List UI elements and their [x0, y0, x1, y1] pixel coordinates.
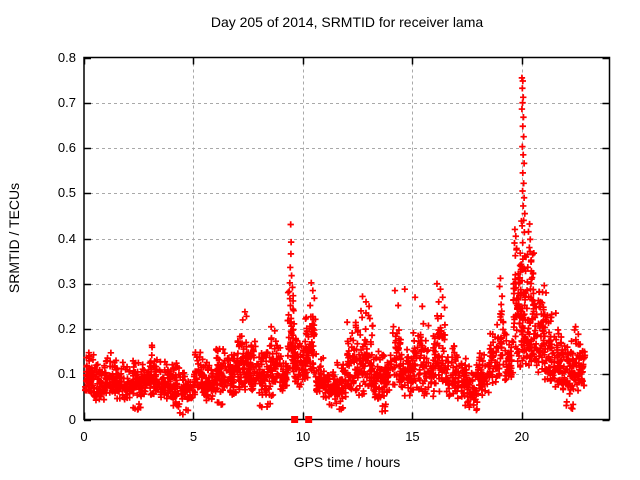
x-axis-label: GPS time / hours [293, 454, 401, 470]
y-tick-label: 0.7 [57, 94, 76, 110]
x-tick-label: 10 [295, 429, 311, 444]
chart-title: Day 205 of 2014, SRMTID for receiver lam… [210, 14, 484, 30]
y-tick-label: 0.6 [57, 140, 76, 155]
x-tick-label: 5 [189, 429, 198, 444]
x-tick-label: 0 [80, 429, 88, 444]
y-tick-label: 0.2 [57, 321, 76, 336]
y-tick-label: 0.5 [57, 185, 76, 201]
x-tick-label: 15 [405, 429, 420, 444]
y-tick-label: 0 [68, 411, 76, 427]
x-tick-label: 20 [514, 429, 530, 444]
y-axis-label: SRMTID / TECUs [6, 182, 22, 294]
y-tick-label: 0.1 [57, 366, 76, 382]
y-tick-label: 0.3 [57, 275, 76, 291]
y-tick-label: 0.4 [57, 230, 76, 246]
y-tick-label: 0.8 [57, 49, 76, 65]
